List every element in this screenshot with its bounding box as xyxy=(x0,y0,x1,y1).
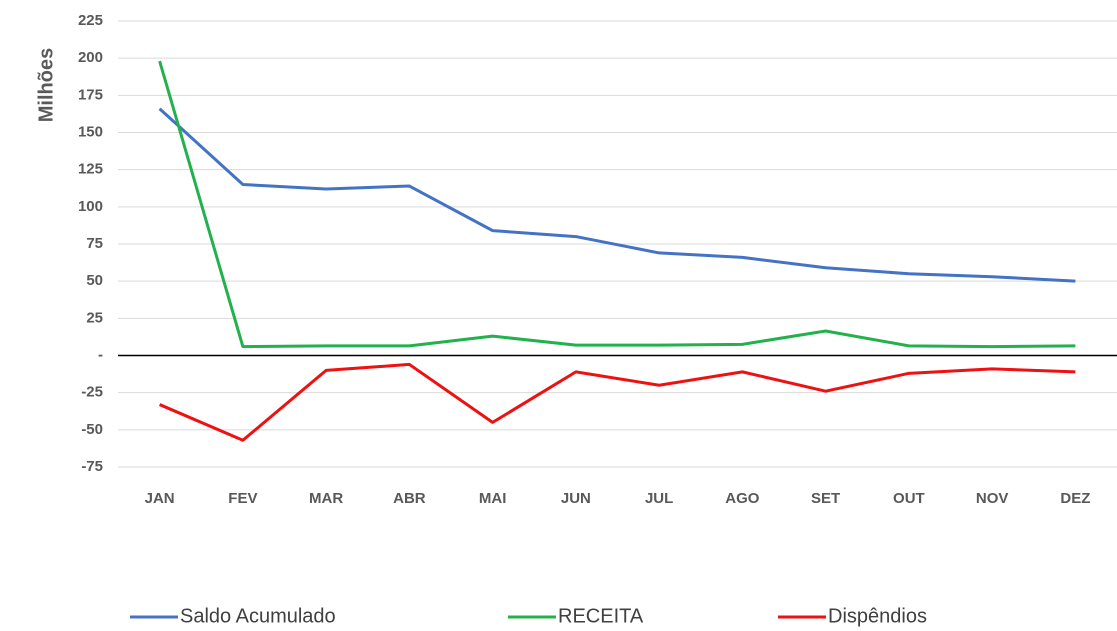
x-tick-label: FEV xyxy=(228,490,257,507)
y-tick-label: 150 xyxy=(78,123,103,140)
x-tick-label: MAI xyxy=(479,490,507,507)
y-tick-label: 100 xyxy=(78,198,103,215)
x-tick-label: JAN xyxy=(145,490,175,507)
y-tick-label: 125 xyxy=(78,161,103,178)
y-tick-label: 25 xyxy=(86,309,103,326)
series-line xyxy=(159,362,1076,442)
x-tick-label: OUT xyxy=(893,490,925,507)
y-tick-label: 225 xyxy=(78,12,103,29)
y-tick-label: 175 xyxy=(78,86,103,103)
y-tick-label: -75 xyxy=(81,458,103,475)
x-tick-label: ABR xyxy=(393,490,426,507)
x-tick-label: SET xyxy=(811,490,840,507)
y-tick-label: -50 xyxy=(81,421,103,438)
series-line xyxy=(158,107,1076,283)
y-axis-label: Milhões xyxy=(35,48,57,122)
y-tick-label: -25 xyxy=(81,384,103,401)
x-tick-label: DEZ xyxy=(1060,490,1090,507)
x-tick-label: AGO xyxy=(725,490,760,507)
y-tick-label: 50 xyxy=(86,272,103,289)
x-tick-label: JUL xyxy=(645,490,673,507)
series-line xyxy=(158,60,1076,349)
x-tick-label: NOV xyxy=(976,490,1009,507)
legend-label: Dispêndios xyxy=(828,605,927,627)
y-tick-label: 200 xyxy=(78,49,103,66)
x-tick-label: JUN xyxy=(561,490,591,507)
y-tick-label: 75 xyxy=(86,235,103,252)
x-tick-label: MAR xyxy=(309,490,343,507)
legend-label: RECEITA xyxy=(558,605,644,627)
y-tick-label: - xyxy=(98,346,103,363)
legend-label: Saldo Acumulado xyxy=(180,605,336,627)
